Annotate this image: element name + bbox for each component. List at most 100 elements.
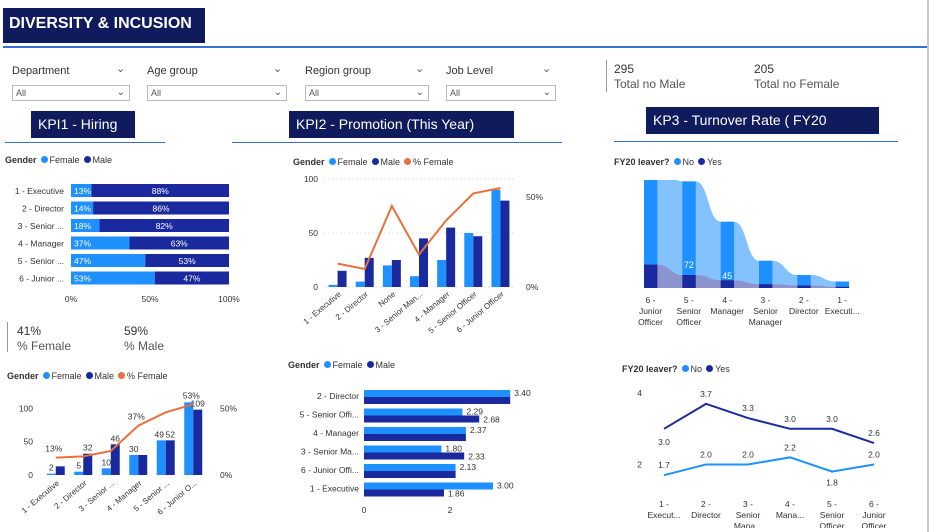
data-label-female: 1.80 xyxy=(445,444,462,454)
data-label-male: 2.68 xyxy=(483,415,500,425)
category-label-line: Officer xyxy=(862,521,887,528)
total-female-label: Total no Female xyxy=(754,77,840,91)
bar-male xyxy=(364,489,444,497)
bar-yes xyxy=(797,285,811,288)
filter-select[interactable]: All ⌄ xyxy=(12,85,130,101)
filter-value: All xyxy=(151,88,162,98)
legend-title: Gender xyxy=(5,155,37,165)
x-tick-label: 0% xyxy=(65,294,78,304)
bar-female xyxy=(364,482,493,490)
category-label-line: Senior xyxy=(820,510,845,520)
bar-female xyxy=(382,265,392,287)
chevron-down-icon[interactable]: ⌄ xyxy=(415,63,425,75)
bar-male xyxy=(446,227,456,287)
bar-female xyxy=(46,473,56,475)
total-male-label: Total no Male xyxy=(614,77,686,91)
bar-female xyxy=(364,427,466,434)
chevron-down-icon[interactable]: ⌄ xyxy=(542,63,552,75)
y-tick-label: 50 xyxy=(24,437,34,447)
bar-female xyxy=(71,219,100,232)
filter-select[interactable]: All ⌄ xyxy=(305,85,429,101)
legend-female: Female xyxy=(337,157,368,167)
bar-yes xyxy=(835,286,850,288)
data-label: 2.6 xyxy=(868,428,880,438)
kpi3-line xyxy=(614,141,898,142)
legend-male: Male xyxy=(92,155,113,165)
y-tick-label: 100 xyxy=(304,174,318,184)
category-label: 5 - Senior ... xyxy=(18,256,64,266)
data-label-male: 2.33 xyxy=(468,452,485,462)
filter-value: All xyxy=(309,88,320,98)
bar-no xyxy=(759,260,773,285)
data-label-female: 14% xyxy=(74,204,91,214)
bar-male xyxy=(364,452,465,460)
data-label: 2.0 xyxy=(700,449,712,459)
data-label: 45 xyxy=(722,271,732,281)
filter-department[interactable]: Department ⌄ All ⌄ xyxy=(12,63,130,105)
category-label: 6 - xyxy=(646,295,656,305)
category-label: 4 - xyxy=(722,295,732,305)
category-label-line: Senior xyxy=(736,510,761,520)
legend-title: Gender xyxy=(293,157,325,167)
x-tick-label: 100% xyxy=(218,294,240,304)
kpi3-banner: KP3 - Turnover Rate ( FY20 Leavers) xyxy=(646,107,879,155)
legend-title: FY20 leaver? xyxy=(614,157,670,167)
bar-no xyxy=(720,221,735,281)
filter-region-group[interactable]: Region group ⌄ All ⌄ xyxy=(305,63,429,105)
bar-female xyxy=(364,390,511,397)
data-label: 2.0 xyxy=(868,449,880,459)
category-label-line: Officer xyxy=(638,317,663,327)
legend-female: Female xyxy=(51,371,82,381)
chevron-down-icon[interactable]: ⌄ xyxy=(273,63,283,75)
bar-male xyxy=(364,471,456,478)
y-tick-label: 50 xyxy=(309,228,319,238)
y2-tick-label: 0% xyxy=(526,282,539,292)
chevron-down-icon[interactable]: ⌄ xyxy=(116,63,126,75)
category-label: 5 - Senior Officer xyxy=(427,289,479,335)
pct-dot-icon xyxy=(404,158,412,165)
y2-tick-label: 0% xyxy=(220,470,233,480)
filter-select[interactable]: All ⌄ xyxy=(446,85,556,101)
filter-job-level[interactable]: Job Level ⌄ All ⌄ xyxy=(446,63,556,105)
data-label-extra: 49 xyxy=(155,429,165,439)
bar-male xyxy=(364,434,466,441)
category-label: 6 - xyxy=(869,499,879,509)
bar-yes xyxy=(644,264,658,288)
bar-female xyxy=(437,260,447,287)
y-tick-label: 0 xyxy=(28,470,33,480)
data-label-male: 1.86 xyxy=(448,489,465,499)
bar-male xyxy=(83,453,93,475)
bar-male xyxy=(364,397,511,404)
bar-female xyxy=(101,468,111,475)
category-label: 1 - xyxy=(659,499,669,509)
category-label: 3 - xyxy=(743,499,753,509)
stats-divider xyxy=(7,322,8,352)
male-dot-icon xyxy=(366,361,374,368)
filter-label: Age group xyxy=(147,65,198,77)
bar-no xyxy=(682,181,696,275)
category-label: 3 - Senior ... xyxy=(18,221,64,231)
bar-yes xyxy=(682,275,696,288)
legend-promotion: Gender Female Male % Female xyxy=(293,157,454,167)
data-label-male: 109 xyxy=(191,399,205,409)
bar-no xyxy=(835,281,850,287)
data-label: 3.40 xyxy=(514,388,531,398)
data-label-male: 88% xyxy=(152,186,169,196)
category-label: 2 - xyxy=(701,499,711,509)
filter-age-group[interactable]: Age group ⌄ All ⌄ xyxy=(147,63,287,105)
bar-female xyxy=(71,201,94,215)
data-label-male: 82% xyxy=(156,221,173,231)
filter-select[interactable]: All ⌄ xyxy=(147,85,287,101)
category-label: 5 - Senior Offi... xyxy=(300,410,359,420)
bar-male xyxy=(419,238,428,287)
category-label: 4 - Manager xyxy=(313,428,359,438)
legend-pct: % Female xyxy=(127,371,168,381)
bar-male xyxy=(391,260,401,287)
data-label-female: 3.00 xyxy=(497,481,514,491)
legend-female: Female xyxy=(332,360,363,370)
category-label: 2 - Director xyxy=(317,391,359,401)
category-label-line: Executi... xyxy=(825,306,860,316)
data-label: 3.7 xyxy=(700,389,712,399)
